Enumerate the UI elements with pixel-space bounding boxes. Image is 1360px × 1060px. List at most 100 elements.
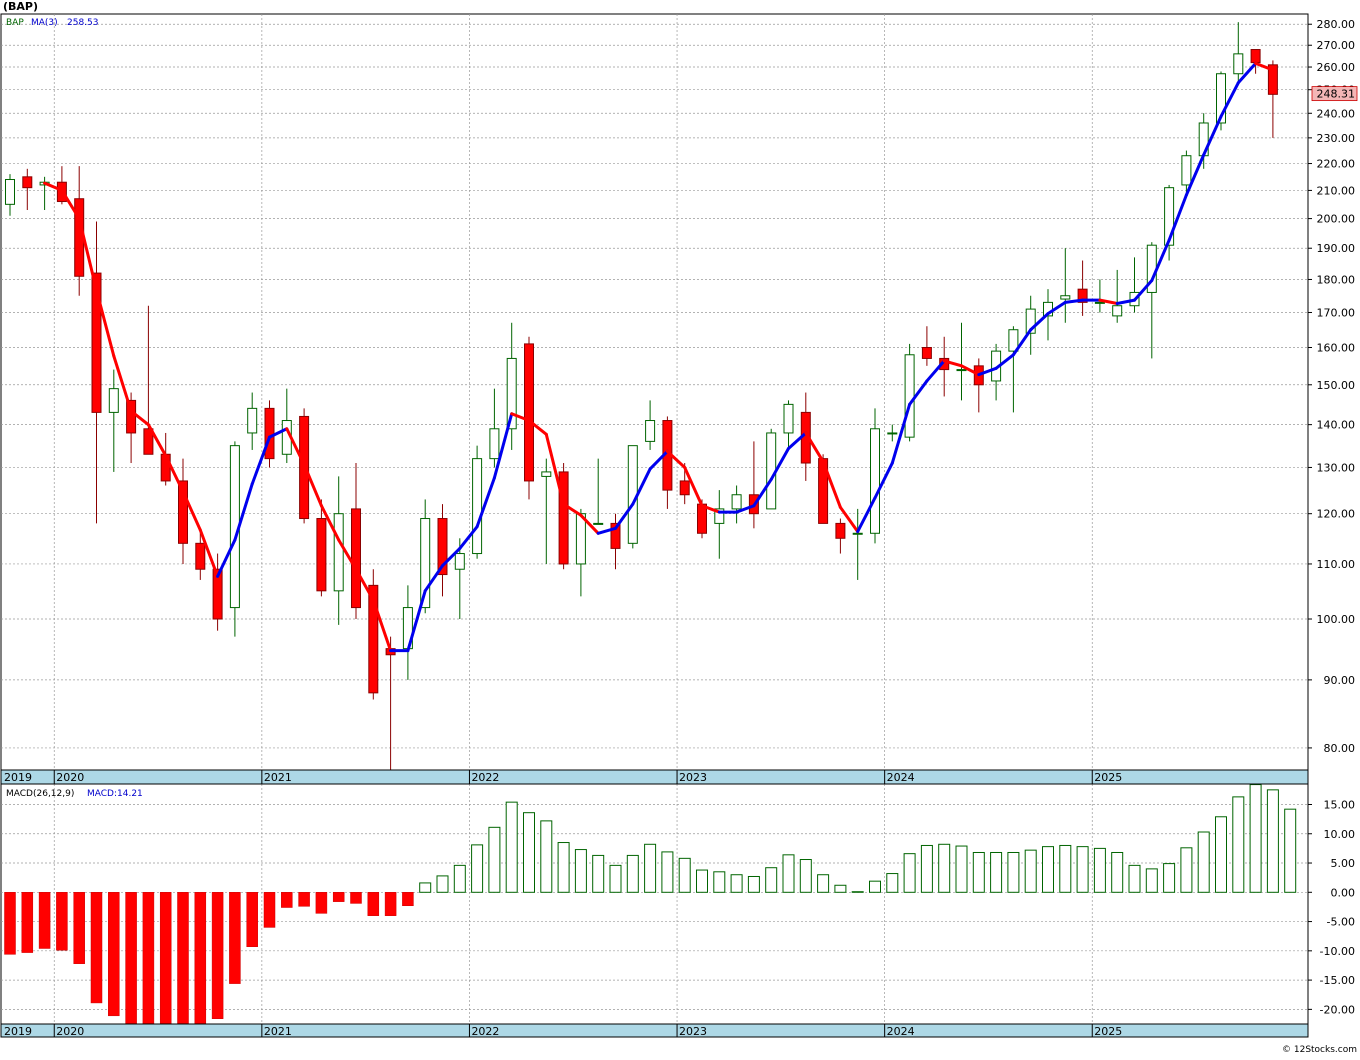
- candle-body-up: [420, 518, 431, 609]
- candle: [22, 168, 33, 210]
- price-tick-label: 270.00: [1317, 39, 1356, 52]
- macd-bar: [955, 845, 968, 893]
- ma-segment: [112, 354, 133, 413]
- macd-bar: [367, 892, 380, 916]
- ma-segment: [787, 431, 808, 451]
- macd-bar: [298, 892, 310, 907]
- macd-bar: [886, 873, 899, 893]
- macd-bar: [730, 874, 743, 893]
- ma-segment: [562, 502, 583, 517]
- ma-segment: [977, 366, 998, 377]
- candle-body-up: [1164, 187, 1175, 246]
- macd-bar: [1128, 864, 1141, 893]
- price-tick-label: 110.00: [1317, 558, 1356, 571]
- macd-bar: [1163, 863, 1176, 893]
- candle-body-up: [541, 471, 552, 477]
- macd-bar: [332, 892, 345, 902]
- candle: [1216, 71, 1226, 131]
- candle: [1060, 248, 1071, 323]
- ma-segment: [683, 465, 704, 508]
- price-tick-label: 130.00: [1317, 461, 1356, 474]
- candle-body-up: [956, 369, 967, 372]
- macd-bar: [1076, 846, 1089, 893]
- macd-bar: [384, 892, 397, 916]
- price-tick-label: 90.00: [1324, 674, 1356, 687]
- candle-body-up: [1112, 305, 1123, 317]
- candle-body-down: [143, 428, 154, 455]
- candle-body-down: [1267, 64, 1278, 95]
- candle: [454, 538, 465, 620]
- ma-segment: [129, 409, 150, 427]
- candle-body-up: [783, 403, 794, 434]
- year-label: 2019: [4, 771, 32, 784]
- candle-body-up: [472, 458, 483, 555]
- candle-body-up: [108, 388, 119, 413]
- macd-bar: [903, 853, 916, 893]
- ma-segment: [631, 467, 652, 506]
- candle: [333, 476, 344, 625]
- candle: [835, 518, 846, 554]
- candle-body-up: [454, 553, 465, 570]
- candle: [5, 174, 15, 216]
- price-tick-label: 100.00: [1317, 613, 1356, 626]
- macd-bar: [125, 892, 137, 1025]
- candle-body-down: [835, 522, 846, 539]
- candle: [437, 504, 448, 597]
- ma-segment: [890, 402, 912, 465]
- ma-segment: [441, 546, 462, 568]
- macd-bar: [782, 854, 795, 893]
- ma-segment: [665, 449, 687, 469]
- ma-segment: [821, 460, 842, 509]
- ma-segment: [216, 538, 237, 578]
- macd-bar: [920, 844, 933, 893]
- candle-body-up: [506, 357, 517, 430]
- ma-segment: [1184, 153, 1206, 197]
- candle: [783, 400, 794, 450]
- macd-bar: [194, 892, 207, 1025]
- candle-body-down: [91, 272, 102, 413]
- ma-segment: [181, 490, 202, 532]
- candle: [178, 458, 188, 564]
- price-tick-label: 240.00: [1317, 107, 1356, 120]
- candle: [91, 221, 102, 524]
- candle: [1181, 150, 1192, 194]
- macd-tick-label: -20.00: [1320, 1003, 1355, 1016]
- candle-body-down: [818, 458, 829, 524]
- candle: [1025, 295, 1036, 355]
- ma-segment: [302, 462, 323, 508]
- ma-segment: [1133, 279, 1154, 302]
- macd-bar: [678, 857, 691, 893]
- candle: [351, 463, 361, 620]
- price-tick-label: 150.00: [1317, 379, 1356, 392]
- ma-segment: [1029, 312, 1050, 332]
- candle-body-down: [212, 568, 223, 620]
- macd-bar: [523, 812, 535, 893]
- ma-segment: [925, 359, 946, 383]
- candle: [316, 499, 327, 597]
- candle-body-up: [852, 532, 863, 535]
- candle-body-down: [22, 176, 33, 189]
- macd-bar: [696, 869, 708, 893]
- candle-body-down: [697, 503, 707, 534]
- macd-bar: [263, 892, 276, 928]
- candle-body-up: [5, 179, 15, 205]
- price-tick-label: 200.00: [1317, 213, 1356, 226]
- macd-bar: [90, 892, 103, 1004]
- ma-segment: [233, 482, 254, 542]
- candle: [247, 392, 258, 450]
- candle-body-down: [921, 347, 932, 359]
- macd-bar: [938, 843, 951, 893]
- candle-body-down: [368, 584, 379, 694]
- ma-segment: [1046, 300, 1067, 316]
- candle: [731, 485, 742, 524]
- candle: [506, 322, 517, 450]
- candle-body-up: [489, 428, 500, 460]
- ma-segment: [1254, 61, 1275, 72]
- chart-title: (BAP): [3, 0, 38, 13]
- macd-bar: [869, 880, 881, 893]
- candle-body-down: [437, 518, 448, 576]
- macd-bar: [4, 892, 16, 955]
- ma-segment: [43, 181, 64, 192]
- ma-segment: [1167, 193, 1188, 242]
- macd-bar: [765, 867, 778, 893]
